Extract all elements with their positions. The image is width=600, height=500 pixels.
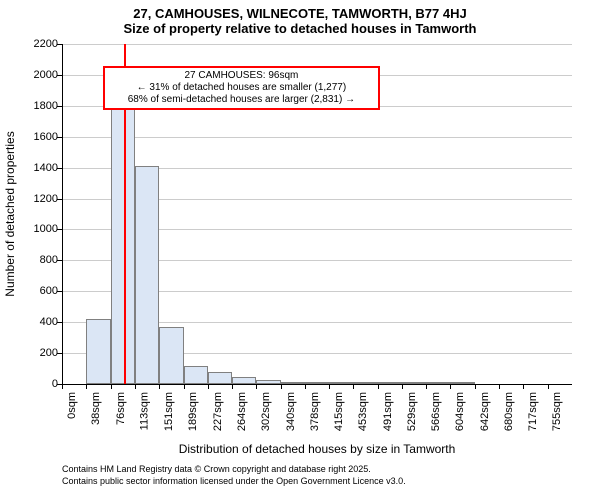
x-tick-label: 76sqm bbox=[115, 392, 127, 425]
annotation-line2: ← 31% of detached houses are smaller (1,… bbox=[109, 82, 374, 94]
x-tick-label: 227sqm bbox=[212, 392, 224, 431]
y-tick-label: 0 bbox=[52, 378, 62, 390]
y-tick-label: 2000 bbox=[34, 69, 62, 81]
x-tick-label: 378sqm bbox=[309, 392, 321, 431]
chart-container: 27, CAMHOUSES, WILNECOTE, TAMWORTH, B77 … bbox=[0, 0, 600, 500]
histogram-bar bbox=[232, 377, 256, 384]
x-tick-label: 604sqm bbox=[454, 392, 466, 431]
x-tick-label: 151sqm bbox=[163, 392, 175, 431]
histogram-bar bbox=[208, 372, 232, 384]
x-tick-label: 302sqm bbox=[260, 392, 272, 431]
footer-line2: Contains public sector information licen… bbox=[62, 476, 406, 486]
x-tick-label: 264sqm bbox=[236, 392, 248, 431]
x-tick-label: 0sqm bbox=[66, 392, 78, 419]
x-tick-label: 566sqm bbox=[430, 392, 442, 431]
x-tick-label: 415sqm bbox=[333, 392, 345, 431]
y-tick-label: 1600 bbox=[34, 131, 62, 143]
x-axis-line bbox=[62, 384, 572, 385]
y-tick-label: 1400 bbox=[34, 162, 62, 174]
chart-title-line2: Size of property relative to detached ho… bbox=[0, 21, 600, 36]
x-tick-label: 113sqm bbox=[139, 392, 151, 430]
x-tick-label: 189sqm bbox=[188, 392, 200, 431]
x-tick-label: 642sqm bbox=[479, 392, 491, 431]
y-tick-label: 2200 bbox=[34, 38, 62, 50]
x-tick-label: 717sqm bbox=[527, 392, 539, 431]
histogram-bar bbox=[184, 366, 208, 384]
x-tick-label: 340sqm bbox=[285, 392, 297, 431]
plot-area: 0200400600800100012001400160018002000220… bbox=[62, 44, 572, 384]
x-tick-label: 529sqm bbox=[406, 392, 418, 431]
y-axis-label: Number of detached properties bbox=[3, 131, 17, 296]
x-tick-label: 491sqm bbox=[382, 392, 394, 431]
x-axis-label: Distribution of detached houses by size … bbox=[62, 442, 572, 456]
histogram-bar bbox=[159, 327, 183, 384]
histogram-bar bbox=[135, 166, 159, 384]
annotation-box: 27 CAMHOUSES: 96sqm← 31% of detached hou… bbox=[103, 66, 380, 110]
gridline-h bbox=[62, 137, 572, 138]
x-tick-label: 38sqm bbox=[90, 392, 102, 425]
y-tick-label: 1800 bbox=[34, 100, 62, 112]
annotation-line1: 27 CAMHOUSES: 96sqm bbox=[109, 70, 374, 82]
x-tick-label: 453sqm bbox=[357, 392, 369, 431]
y-axis-line bbox=[62, 44, 63, 384]
x-tick-label: 755sqm bbox=[552, 392, 564, 431]
chart-title-line1: 27, CAMHOUSES, WILNECOTE, TAMWORTH, B77 … bbox=[0, 0, 600, 21]
annotation-line3: 68% of semi-detached houses are larger (… bbox=[109, 94, 374, 106]
y-tick-label: 600 bbox=[40, 285, 62, 297]
gridline-h bbox=[62, 44, 572, 45]
y-tick-label: 200 bbox=[40, 347, 62, 359]
footer-line1: Contains HM Land Registry data © Crown c… bbox=[62, 464, 371, 474]
histogram-bar bbox=[86, 319, 110, 384]
y-tick-label: 400 bbox=[40, 316, 62, 328]
y-tick-label: 1000 bbox=[34, 223, 62, 235]
y-tick-label: 1200 bbox=[34, 193, 62, 205]
y-tick-label: 800 bbox=[40, 254, 62, 266]
x-tick-label: 680sqm bbox=[503, 392, 515, 431]
